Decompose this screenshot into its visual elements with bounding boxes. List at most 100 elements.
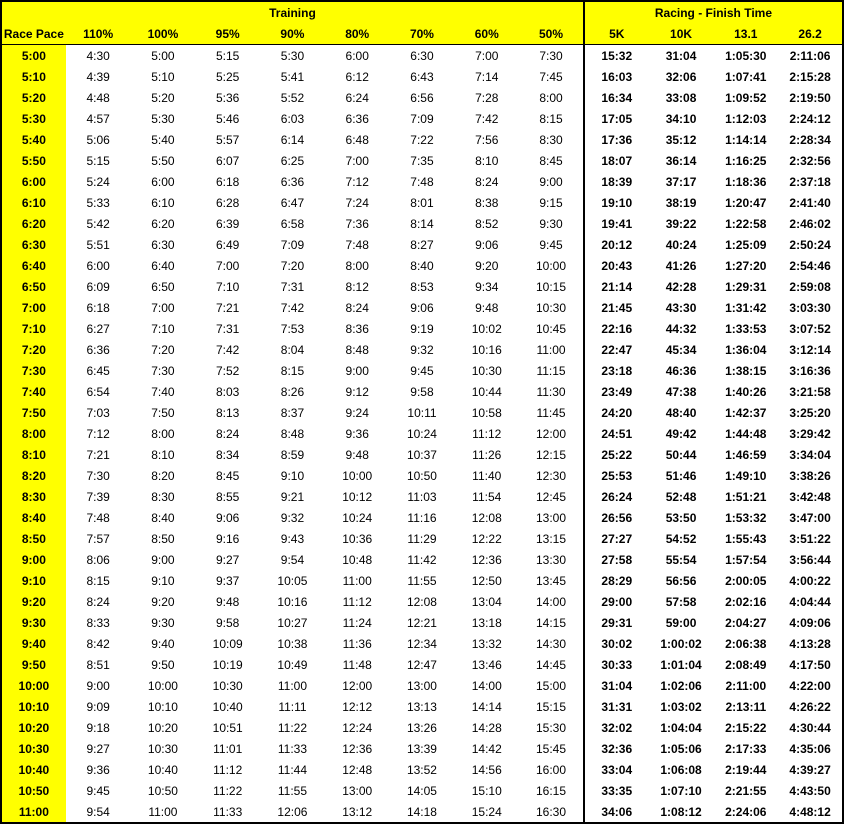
racing-cell: 25:22 bbox=[584, 444, 649, 465]
training-cell: 10:24 bbox=[325, 507, 390, 528]
training-cell: 13:30 bbox=[519, 549, 584, 570]
racing-header: 10K bbox=[649, 23, 714, 45]
training-cell: 12:00 bbox=[519, 423, 584, 444]
table-row: 5:405:065:405:576:146:487:227:568:3017:3… bbox=[1, 129, 843, 150]
table-row: 8:507:578:509:169:4310:3611:2912:2213:15… bbox=[1, 528, 843, 549]
racing-cell: 23:18 bbox=[584, 360, 649, 381]
racing-cell: 2:28:34 bbox=[778, 129, 843, 150]
racing-cell: 51:46 bbox=[649, 465, 714, 486]
training-cell: 5:00 bbox=[131, 45, 196, 67]
racing-cell: 1:07:41 bbox=[713, 66, 778, 87]
racing-cell: 1:07:10 bbox=[649, 780, 714, 801]
training-cell: 11:29 bbox=[390, 528, 455, 549]
training-cell: 10:50 bbox=[131, 780, 196, 801]
training-cell: 8:24 bbox=[454, 171, 519, 192]
racing-cell: 49:42 bbox=[649, 423, 714, 444]
racing-cell: 26:56 bbox=[584, 507, 649, 528]
training-cell: 6:54 bbox=[66, 381, 131, 402]
racing-cell: 2:50:24 bbox=[778, 234, 843, 255]
training-header: 110% bbox=[66, 23, 131, 45]
training-cell: 7:20 bbox=[131, 339, 196, 360]
training-cell: 6:39 bbox=[195, 213, 260, 234]
training-cell: 11:54 bbox=[454, 486, 519, 507]
training-cell: 13:45 bbox=[519, 570, 584, 591]
training-cell: 5:33 bbox=[66, 192, 131, 213]
race-pace: 8:20 bbox=[1, 465, 66, 486]
training-cell: 8:06 bbox=[66, 549, 131, 570]
training-cell: 13:00 bbox=[325, 780, 390, 801]
training-cell: 8:00 bbox=[519, 87, 584, 108]
table-row: 10:109:0910:1010:4011:1112:1213:1314:141… bbox=[1, 696, 843, 717]
racing-cell: 35:12 bbox=[649, 129, 714, 150]
racing-cell: 2:00:05 bbox=[713, 570, 778, 591]
training-cell: 9:20 bbox=[131, 591, 196, 612]
training-cell: 6:27 bbox=[66, 318, 131, 339]
training-cell: 13:32 bbox=[454, 633, 519, 654]
training-cell: 7:48 bbox=[66, 507, 131, 528]
training-cell: 12:08 bbox=[454, 507, 519, 528]
training-cell: 16:15 bbox=[519, 780, 584, 801]
training-cell: 11:12 bbox=[325, 591, 390, 612]
racing-cell: 34:10 bbox=[649, 108, 714, 129]
training-cell: 8:27 bbox=[390, 234, 455, 255]
racing-header: 26.2 bbox=[778, 23, 843, 45]
training-cell: 6:25 bbox=[260, 150, 325, 171]
table-row: 5:204:485:205:365:526:246:567:288:0016:3… bbox=[1, 87, 843, 108]
training-cell: 9:19 bbox=[390, 318, 455, 339]
training-cell: 14:45 bbox=[519, 654, 584, 675]
table-row: 6:205:426:206:396:587:368:148:529:3019:4… bbox=[1, 213, 843, 234]
training-header: Race Pace bbox=[1, 23, 66, 45]
racing-cell: 4:48:12 bbox=[778, 801, 843, 823]
training-cell: 9:32 bbox=[260, 507, 325, 528]
training-cell: 7:57 bbox=[66, 528, 131, 549]
racing-cell: 1:40:26 bbox=[713, 381, 778, 402]
training-header: 60% bbox=[454, 23, 519, 45]
race-pace: 9:50 bbox=[1, 654, 66, 675]
training-cell: 7:31 bbox=[260, 276, 325, 297]
training-cell: 14:00 bbox=[519, 591, 584, 612]
training-cell: 12:48 bbox=[325, 759, 390, 780]
training-cell: 6:03 bbox=[260, 108, 325, 129]
training-cell: 6:45 bbox=[66, 360, 131, 381]
training-cell: 6:18 bbox=[195, 171, 260, 192]
training-cell: 7:09 bbox=[260, 234, 325, 255]
training-cell: 11:36 bbox=[325, 633, 390, 654]
training-cell: 12:36 bbox=[454, 549, 519, 570]
racing-cell: 18:07 bbox=[584, 150, 649, 171]
training-cell: 9:27 bbox=[66, 738, 131, 759]
racing-cell: 16:03 bbox=[584, 66, 649, 87]
training-cell: 5:42 bbox=[66, 213, 131, 234]
racing-cell: 3:51:22 bbox=[778, 528, 843, 549]
training-cell: 6:00 bbox=[66, 255, 131, 276]
training-cell: 11:45 bbox=[519, 402, 584, 423]
racing-cell: 1:03:02 bbox=[649, 696, 714, 717]
training-cell: 10:16 bbox=[454, 339, 519, 360]
race-pace: 10:50 bbox=[1, 780, 66, 801]
racing-cell: 2:19:44 bbox=[713, 759, 778, 780]
race-pace: 5:30 bbox=[1, 108, 66, 129]
training-cell: 7:50 bbox=[131, 402, 196, 423]
training-cell: 10:05 bbox=[260, 570, 325, 591]
training-cell: 10:30 bbox=[519, 297, 584, 318]
table-row: 11:009:5411:0011:3312:0613:1214:1815:241… bbox=[1, 801, 843, 823]
racing-cell: 2:17:33 bbox=[713, 738, 778, 759]
table-row: 9:508:519:5010:1910:4911:4812:4713:4614:… bbox=[1, 654, 843, 675]
racing-cell: 17:36 bbox=[584, 129, 649, 150]
table-row: 8:307:398:308:559:2110:1211:0311:5412:45… bbox=[1, 486, 843, 507]
training-cell: 11:42 bbox=[390, 549, 455, 570]
training-cell: 9:48 bbox=[195, 591, 260, 612]
training-cell: 10:50 bbox=[390, 465, 455, 486]
racing-cell: 4:35:06 bbox=[778, 738, 843, 759]
training-cell: 8:12 bbox=[325, 276, 390, 297]
training-cell: 7:48 bbox=[325, 234, 390, 255]
training-cell: 11:00 bbox=[131, 801, 196, 823]
training-cell: 9:00 bbox=[131, 549, 196, 570]
training-cell: 4:39 bbox=[66, 66, 131, 87]
racing-cell: 27:27 bbox=[584, 528, 649, 549]
racing-cell: 4:13:28 bbox=[778, 633, 843, 654]
training-header: 80% bbox=[325, 23, 390, 45]
training-cell: 10:30 bbox=[131, 738, 196, 759]
training-cell: 5:50 bbox=[131, 150, 196, 171]
racing-cell: 21:14 bbox=[584, 276, 649, 297]
racing-cell: 32:06 bbox=[649, 66, 714, 87]
